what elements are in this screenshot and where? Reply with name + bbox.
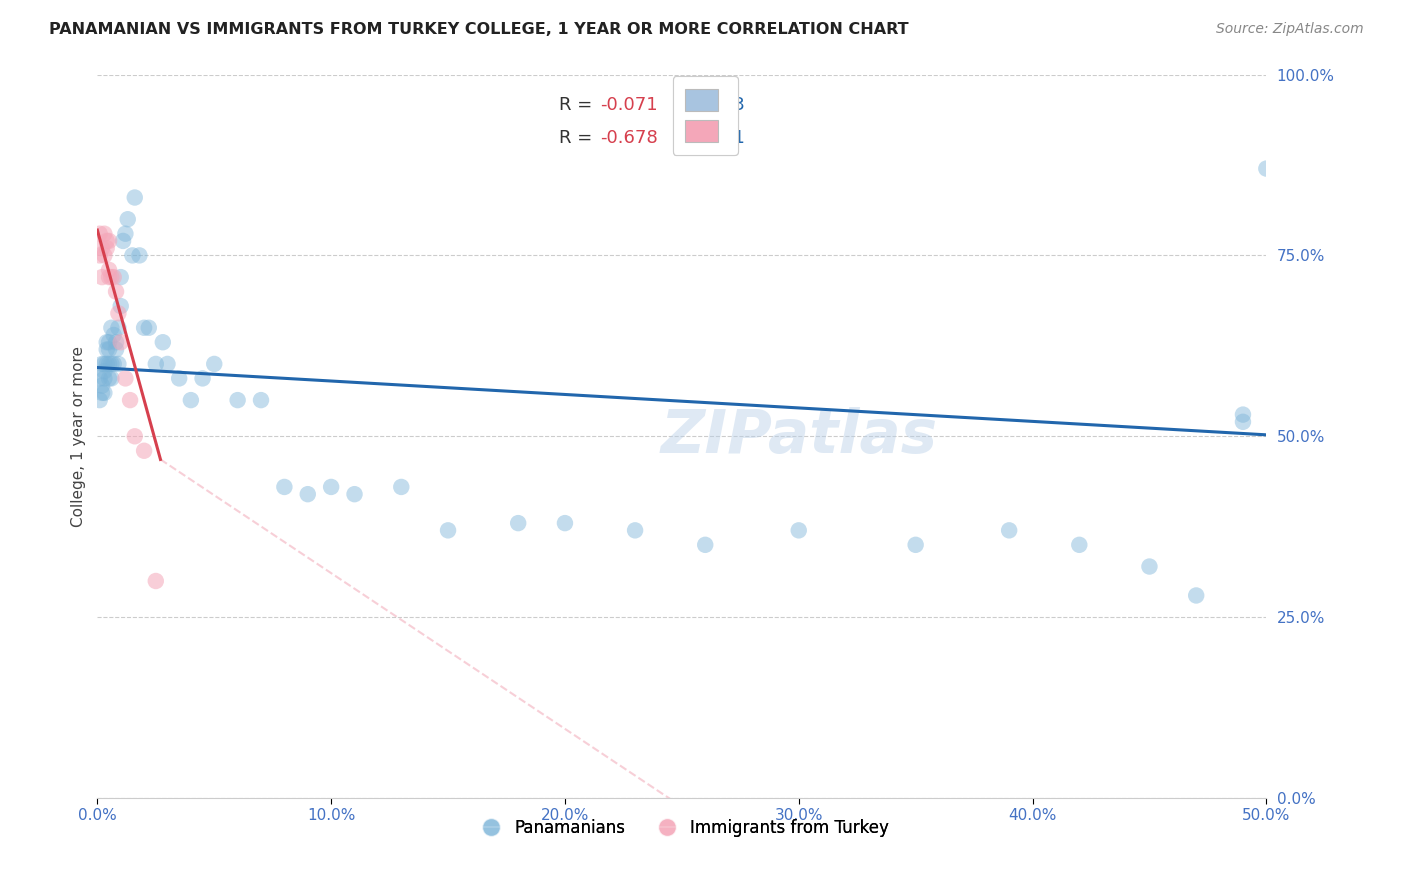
Text: ZIPatlas: ZIPatlas	[661, 407, 938, 466]
Point	[93, 364, 115, 378]
Point	[100, 371, 122, 385]
Point	[105, 335, 128, 350]
Point	[121, 248, 143, 262]
Point	[998, 524, 1021, 538]
Point	[124, 429, 146, 443]
Point	[124, 190, 146, 204]
Point	[1069, 538, 1091, 552]
Point	[89, 371, 111, 385]
Text: PANAMANIAN VS IMMIGRANTS FROM TURKEY COLLEGE, 1 YEAR OR MORE CORRELATION CHART: PANAMANIAN VS IMMIGRANTS FROM TURKEY COL…	[49, 22, 908, 37]
Point	[98, 270, 121, 285]
Point	[107, 357, 129, 371]
Text: N =: N =	[678, 96, 730, 114]
Point	[93, 385, 115, 400]
Point	[98, 335, 121, 350]
Point	[96, 335, 118, 350]
Point	[103, 328, 125, 343]
Point	[787, 524, 810, 538]
Point	[91, 241, 114, 255]
Point	[112, 234, 135, 248]
Text: Source: ZipAtlas.com: Source: ZipAtlas.com	[1216, 22, 1364, 37]
Point	[114, 371, 136, 385]
Point	[389, 480, 412, 494]
Point	[96, 357, 118, 371]
Point	[128, 248, 150, 262]
Point	[624, 524, 647, 538]
Point	[91, 357, 114, 371]
Point	[145, 357, 167, 371]
Point	[98, 371, 121, 385]
Text: 21: 21	[723, 129, 745, 147]
Point	[103, 270, 125, 285]
Point	[96, 241, 118, 255]
Point	[100, 357, 122, 371]
Text: -0.071: -0.071	[600, 96, 658, 114]
Point	[96, 234, 118, 248]
Point	[91, 270, 114, 285]
Point	[156, 357, 179, 371]
Point	[250, 393, 273, 408]
Point	[273, 480, 295, 494]
Text: -0.678: -0.678	[600, 129, 658, 147]
Point	[98, 263, 121, 277]
Legend: Panamanians, Immigrants from Turkey: Panamanians, Immigrants from Turkey	[468, 813, 896, 844]
Point	[1139, 559, 1161, 574]
Point	[120, 393, 142, 408]
Point	[904, 538, 927, 552]
Point	[93, 248, 115, 262]
Y-axis label: College, 1 year or more: College, 1 year or more	[72, 346, 86, 527]
Point	[226, 393, 249, 408]
Point	[1232, 415, 1254, 429]
Point	[297, 487, 319, 501]
Point	[100, 270, 122, 285]
Point	[145, 574, 167, 588]
Point	[105, 285, 128, 299]
Point	[89, 227, 111, 241]
Point	[138, 320, 160, 334]
Point	[117, 212, 139, 227]
Point	[98, 343, 121, 357]
Text: N =: N =	[678, 129, 730, 147]
Point	[93, 371, 115, 385]
Point	[98, 234, 121, 248]
Point	[152, 335, 174, 350]
Point	[167, 371, 190, 385]
Point	[132, 443, 155, 458]
Point	[107, 306, 129, 320]
Point	[132, 320, 155, 334]
Point	[437, 524, 460, 538]
Point	[93, 227, 115, 241]
Point	[91, 385, 114, 400]
Point	[1232, 408, 1254, 422]
Point	[110, 270, 132, 285]
Point	[110, 299, 132, 313]
Point	[107, 320, 129, 334]
Text: R =: R =	[560, 129, 598, 147]
Point	[343, 487, 366, 501]
Point	[202, 357, 225, 371]
Point	[508, 516, 530, 530]
Point	[695, 538, 717, 552]
Point	[91, 378, 114, 392]
Point	[105, 343, 128, 357]
Point	[100, 320, 122, 334]
Point	[110, 335, 132, 350]
Point	[93, 357, 115, 371]
Point	[180, 393, 202, 408]
Point	[103, 357, 125, 371]
Point	[96, 343, 118, 357]
Point	[321, 480, 343, 494]
Point	[1256, 161, 1278, 176]
Text: 63: 63	[723, 96, 745, 114]
Point	[89, 248, 111, 262]
Point	[89, 393, 111, 408]
Text: R =: R =	[560, 96, 598, 114]
Point	[191, 371, 214, 385]
Point	[114, 227, 136, 241]
Point	[1185, 589, 1208, 603]
Point	[98, 357, 121, 371]
Point	[554, 516, 576, 530]
